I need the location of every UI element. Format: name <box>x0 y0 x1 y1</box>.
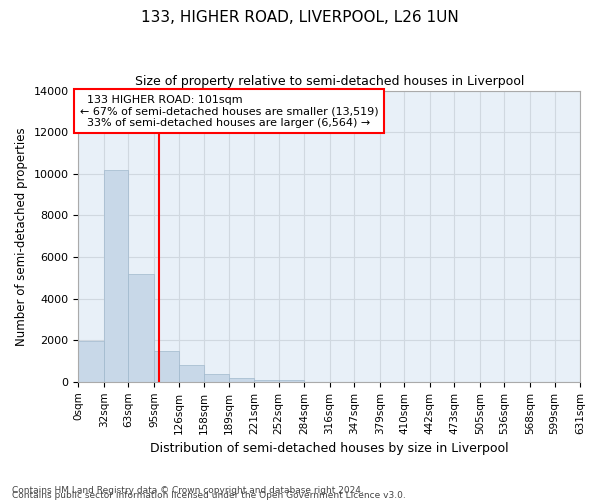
Y-axis label: Number of semi-detached properties: Number of semi-detached properties <box>15 127 28 346</box>
Title: Size of property relative to semi-detached houses in Liverpool: Size of property relative to semi-detach… <box>134 75 524 88</box>
Bar <box>104 170 128 382</box>
Text: Contains public sector information licensed under the Open Government Licence v3: Contains public sector information licen… <box>12 491 406 500</box>
Text: 133, HIGHER ROAD, LIVERPOOL, L26 1UN: 133, HIGHER ROAD, LIVERPOOL, L26 1UN <box>141 10 459 25</box>
X-axis label: Distribution of semi-detached houses by size in Liverpool: Distribution of semi-detached houses by … <box>150 442 509 455</box>
Bar <box>179 365 204 382</box>
Bar <box>79 342 104 382</box>
Bar <box>128 274 154 382</box>
Text: Contains HM Land Registry data © Crown copyright and database right 2024.: Contains HM Land Registry data © Crown c… <box>12 486 364 495</box>
Bar <box>254 380 279 382</box>
Bar <box>154 351 179 382</box>
Bar <box>279 380 304 382</box>
Bar <box>204 374 229 382</box>
Bar <box>229 378 254 382</box>
Text: 133 HIGHER ROAD: 101sqm
← 67% of semi-detached houses are smaller (13,519)
  33%: 133 HIGHER ROAD: 101sqm ← 67% of semi-de… <box>80 94 379 128</box>
